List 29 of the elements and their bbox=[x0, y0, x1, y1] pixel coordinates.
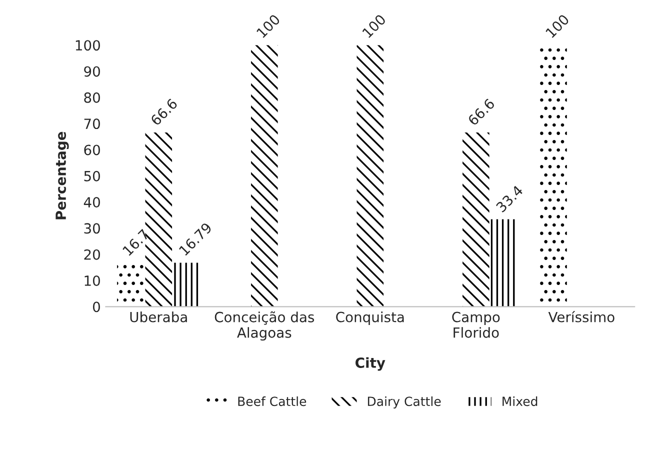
data-label: 100 bbox=[545, 14, 570, 38]
x-tick-label: Conceição das Alagoas bbox=[214, 311, 314, 341]
bar bbox=[145, 132, 172, 307]
x-axis-title: City bbox=[356, 357, 386, 371]
y-tick-label: 100 bbox=[76, 40, 100, 51]
data-label: 100 bbox=[256, 14, 281, 38]
x-tick-label: Uberaba bbox=[130, 312, 187, 322]
bar bbox=[251, 45, 278, 307]
y-tick-label: 30 bbox=[84, 223, 100, 234]
x-tick-label: Conquista bbox=[336, 312, 404, 325]
legend-label: Beef Cattle bbox=[238, 396, 306, 406]
y-tick-label: 40 bbox=[84, 197, 100, 208]
y-tick-label: 80 bbox=[84, 92, 100, 103]
y-tick-label: 50 bbox=[84, 170, 100, 182]
x-tick-label: Veríssimo bbox=[548, 310, 614, 322]
y-tick-label: 70 bbox=[84, 118, 100, 130]
legend-label: Mixed bbox=[502, 396, 538, 406]
bar bbox=[356, 45, 384, 307]
y-tick-label: 60 bbox=[84, 144, 100, 156]
y-axis-title: Percentage bbox=[56, 132, 69, 220]
legend-label: Dairy Cattle bbox=[368, 396, 441, 408]
x-tick-label: Campo Florido bbox=[452, 312, 500, 338]
y-tick-label: 10 bbox=[84, 275, 100, 286]
y-tick-label: 90 bbox=[84, 66, 100, 77]
y-tick-label: 20 bbox=[84, 249, 100, 260]
bar bbox=[462, 132, 490, 307]
bar bbox=[173, 262, 200, 307]
data-label: 100 bbox=[362, 14, 386, 38]
y-tick-label: 0 bbox=[92, 302, 100, 312]
